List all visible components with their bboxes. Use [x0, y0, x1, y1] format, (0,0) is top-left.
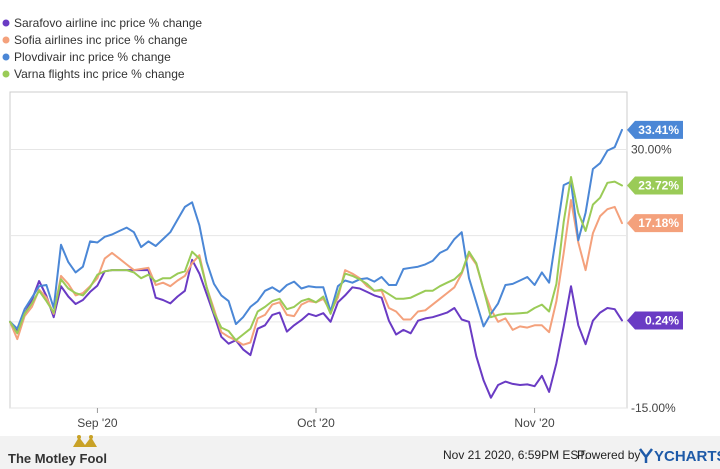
legend-label-sarafovo: Sarafovo airline inc price % change — [14, 16, 202, 30]
legend-item-plovdivair: Plovdivair inc price % change — [2, 50, 171, 64]
last-value-tag-bg — [627, 176, 683, 195]
last-value-tag-3: 23.72% — [627, 176, 683, 195]
legend-label-plovdivair: Plovdivair inc price % change — [14, 50, 171, 64]
last-value-tag-0: 0.24% — [627, 311, 683, 330]
last-value-tag-label: 23.72% — [638, 179, 679, 193]
legend: Sarafovo airline inc price % change Sofi… — [2, 16, 202, 81]
ycharts-logo[interactable]: YCHARTS — [639, 448, 720, 465]
last-value-tag-bg — [627, 214, 683, 233]
legend-label-sofia: Sofia airlines inc price % change — [14, 33, 188, 47]
series-line-2 — [9, 128, 623, 330]
series-line-3 — [9, 176, 623, 342]
x-tick-label: Nov '20 — [514, 416, 555, 430]
legend-item-varna: Varna flights inc price % change — [2, 67, 185, 81]
x-tick-label: Sep '20 — [77, 416, 118, 430]
last-value-tag-bg — [627, 120, 683, 139]
last-value-tag-bg — [627, 311, 683, 330]
legend-marker-sofia — [2, 36, 10, 44]
ycharts-wordmark: YCHARTS — [654, 448, 720, 465]
jester-hat-icon — [73, 437, 97, 447]
motley-fool-logo — [73, 435, 97, 447]
y-tick-label: 30.00% — [631, 142, 672, 156]
last-value-tag-label: 17.18% — [638, 216, 679, 230]
last-value-tag-1: 17.18% — [627, 214, 683, 233]
series-lines — [9, 128, 623, 399]
ycharts-y-icon — [639, 448, 653, 463]
legend-marker-varna — [2, 70, 10, 78]
legend-marker-plovdivair — [2, 53, 10, 61]
last-value-tag-label: 33.41% — [638, 123, 679, 137]
timestamp: Nov 21 2020, 6:59PM EST. — [443, 448, 588, 462]
grid-lines — [10, 148, 627, 409]
legend-item-sofia: Sofia airlines inc price % change — [2, 33, 188, 47]
x-tick-label: Oct '20 — [297, 416, 335, 430]
y-axis: 30.00% -15.00% — [631, 142, 676, 415]
last-value-tag-2: 33.41% — [627, 120, 683, 139]
y-tick-label: -15.00% — [631, 401, 676, 415]
legend-label-varna: Varna flights inc price % change — [14, 67, 185, 81]
powered-by-label: Powered by — [577, 448, 640, 462]
plot-area — [9, 91, 628, 409]
x-axis: Sep '20 Oct '20 Nov '20 — [77, 408, 555, 430]
last-value-tags: 0.24% 17.18% 33.41% 23.72% — [627, 120, 683, 330]
legend-marker-sarafovo — [2, 19, 10, 27]
legend-item-sarafovo: Sarafovo airline inc price % change — [2, 16, 202, 30]
last-value-tag-label: 0.24% — [645, 313, 679, 327]
footer-bar — [0, 436, 720, 469]
brand-name: The Motley Fool — [8, 451, 107, 466]
